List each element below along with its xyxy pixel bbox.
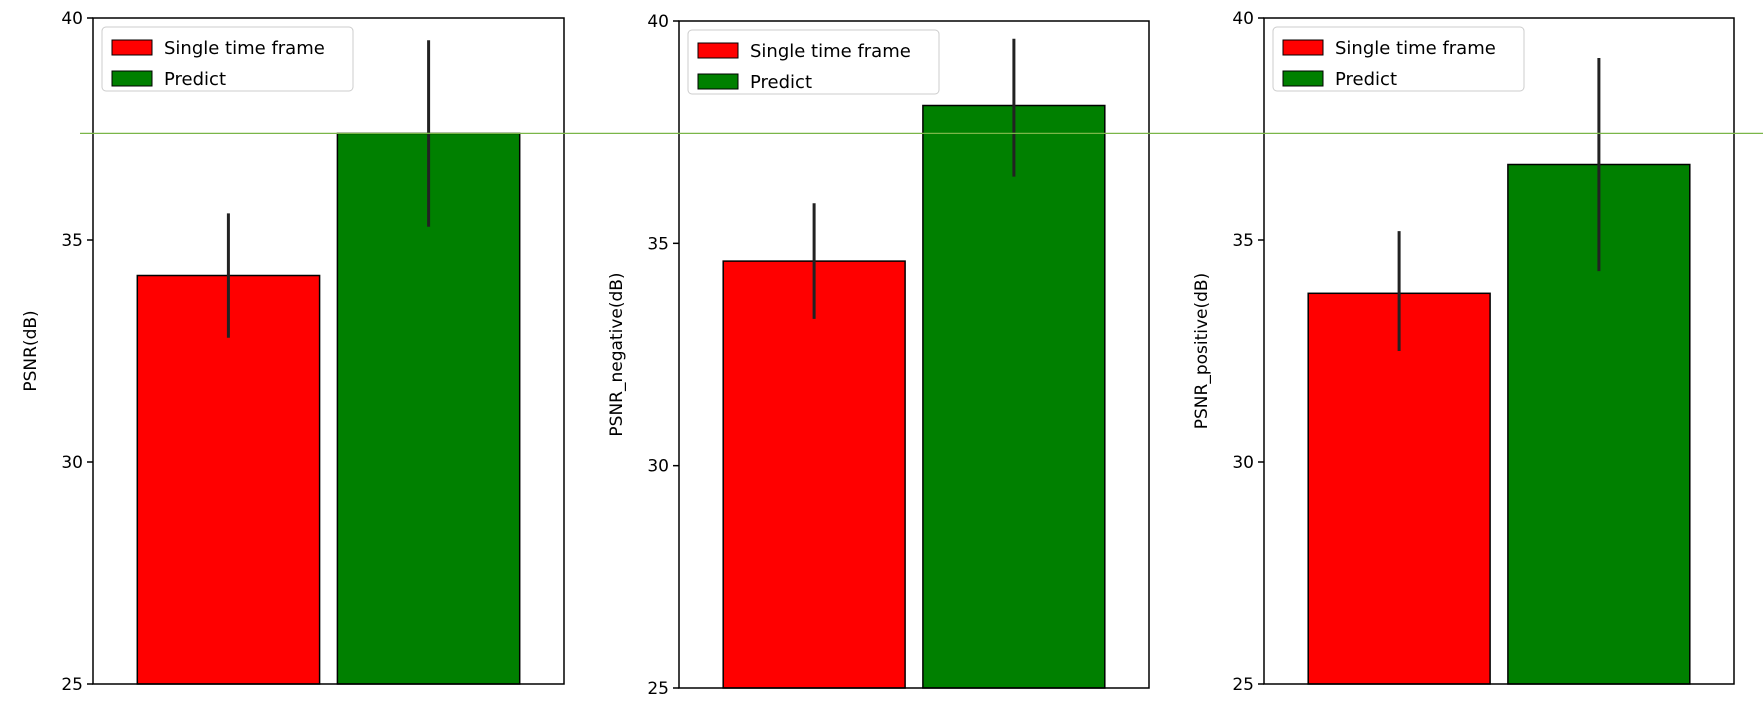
y-tick-label: 30 <box>1232 453 1254 473</box>
bar-single-time-frame <box>136 274 321 685</box>
legend-swatch-single-time-frame <box>1282 39 1324 56</box>
chart-panel-2: 25 30 35 40 PSNR_negative(dB) Single time fra… <box>607 12 1150 699</box>
y-tick-label: 30 <box>61 453 83 473</box>
y-tick-label: 30 <box>647 457 669 477</box>
y-axis-label: PSNR_negative(dB) <box>607 272 627 436</box>
bar-single-time-frame <box>722 260 906 689</box>
legend-swatch-predict <box>111 70 153 87</box>
bar-predict <box>922 104 1106 689</box>
legend <box>101 26 354 92</box>
axes-frame <box>92 17 565 685</box>
legend-swatch-single-time-frame <box>697 42 739 59</box>
axes-frame <box>678 20 1150 689</box>
legend-swatch-predict <box>697 73 739 90</box>
legend-label-predict: Predict <box>750 72 812 93</box>
y-tick-label: 25 <box>1232 675 1254 695</box>
y-tick-label: 40 <box>647 12 669 32</box>
legend-swatch-single-time-frame <box>111 39 153 56</box>
legend <box>687 29 940 95</box>
legend-label-single-time-frame: Single time frame <box>750 41 911 62</box>
legend-label-single-time-frame: Single time frame <box>164 38 325 59</box>
y-tick-label: 40 <box>61 9 83 29</box>
axes-frame <box>1263 17 1735 685</box>
legend-label-single-time-frame: Single time frame <box>1335 38 1496 59</box>
legend-swatch-predict <box>1282 70 1324 87</box>
y-tick-label: 35 <box>647 234 669 254</box>
legend <box>1272 26 1525 92</box>
legend-label-predict: Predict <box>164 69 226 90</box>
y-tick-label: 35 <box>1232 231 1254 251</box>
y-axis-label: PSNR_positive(dB) <box>1192 273 1212 429</box>
y-tick-label: 25 <box>647 679 669 699</box>
y-tick-label: 40 <box>1232 9 1254 29</box>
y-tick-label: 25 <box>61 675 83 695</box>
chart-panel-3: 25 30 35 40 PSNR_positive(dB) Single time fra… <box>1192 9 1735 695</box>
y-axis-label: PSNR(dB) <box>21 310 41 391</box>
y-tick-label: 35 <box>61 231 83 251</box>
chart-panel-1: 25 30 35 40 PSNR(dB) Single time frame Predict <box>21 9 565 695</box>
bar-single-time-frame <box>1307 292 1491 685</box>
legend-label-predict: Predict <box>1335 69 1397 90</box>
